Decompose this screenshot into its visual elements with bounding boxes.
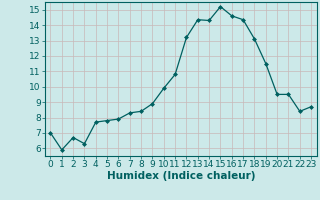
X-axis label: Humidex (Indice chaleur): Humidex (Indice chaleur) — [107, 171, 255, 181]
